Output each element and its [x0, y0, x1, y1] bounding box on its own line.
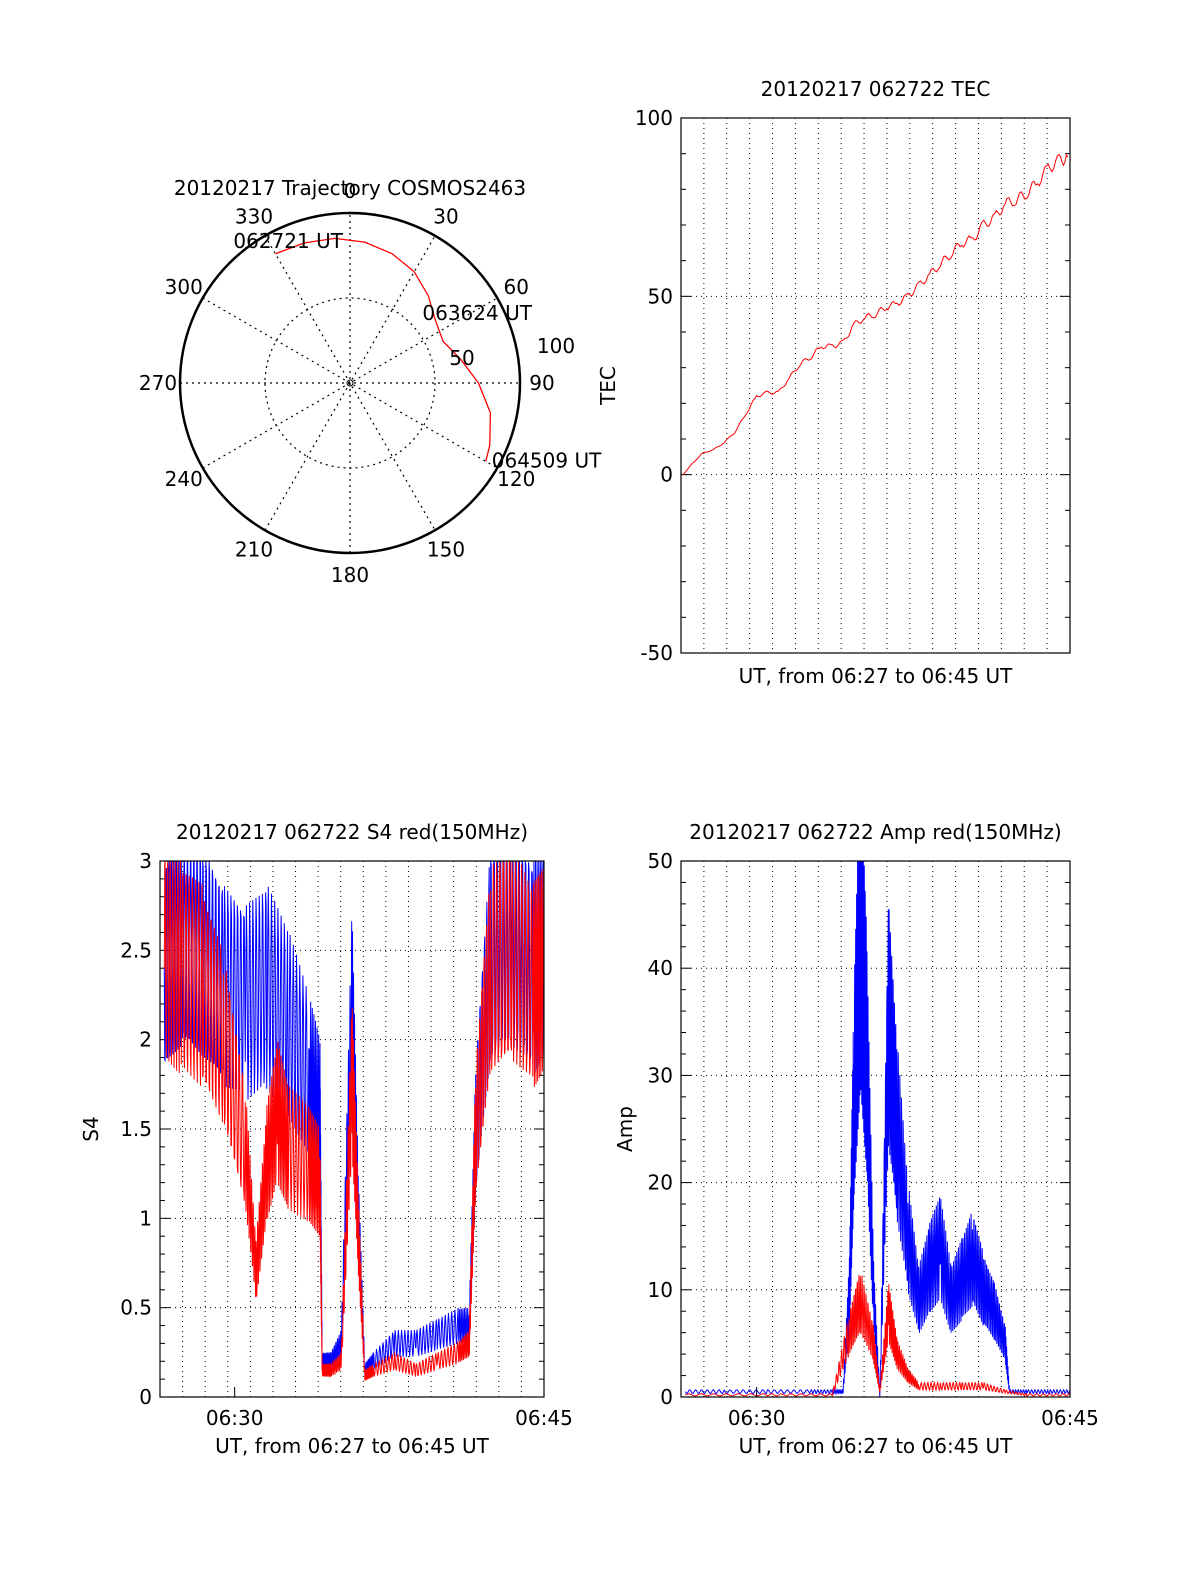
polar-angle-label: 330 [235, 205, 273, 229]
polar-angle-label: 120 [497, 467, 535, 491]
s4-xlabel: UT, from 06:27 to 06:45 UT [215, 1434, 490, 1458]
trajectory-title: 20120217 Trajectory COSMOS2463 [174, 176, 526, 200]
s4-ytick-label: 1 [139, 1206, 152, 1230]
amp-ytick-label: 20 [648, 1171, 673, 1195]
s4-xtick-label: 06:30 [206, 1406, 264, 1430]
tec-ytick-label: 0 [660, 463, 673, 487]
plot-frame [159, 860, 545, 1398]
s4-ytick-label: 2.5 [120, 938, 152, 962]
s4-ytick-label: 3 [139, 849, 152, 873]
trajectory-track [275, 237, 492, 462]
polar-spoke [264, 235, 436, 531]
polar-angle-label: 150 [427, 537, 465, 561]
tec-xlabel: UT, from 06:27 to 06:45 UT [739, 664, 1014, 688]
s4-xtick-label: 06:45 [515, 1406, 573, 1430]
amp-ytick-label: 40 [648, 956, 673, 980]
polar-radial-label: 100 [537, 334, 575, 358]
tec-ytick-label: 100 [635, 106, 673, 130]
s4-ytick-label: 1.5 [120, 1117, 152, 1141]
s4-chart [159, 860, 545, 1398]
polar-angle-label: 300 [165, 275, 203, 299]
s4-ytick-label: 0.5 [120, 1296, 152, 1320]
polar-angle-label: 180 [331, 563, 369, 587]
tec-chart [680, 117, 1071, 654]
amp-xtick-label: 06:45 [1041, 1406, 1099, 1430]
s4-ytick-label: 2 [139, 1028, 152, 1052]
amp-xlabel: UT, from 06:27 to 06:45 UT [739, 1434, 1014, 1458]
trajectory-annotation: 062721 UT [233, 229, 343, 253]
s4-ytick-label: 0 [139, 1385, 152, 1409]
polar-angle-label: 270 [139, 371, 177, 395]
plot-frame [680, 860, 1071, 1398]
trajectory-annotation: 064509 UT [492, 448, 602, 472]
s4-ylabel: S4 [79, 1116, 103, 1141]
polar-center [346, 379, 354, 387]
amp-ytick-label: 10 [648, 1278, 673, 1302]
tec-title: 20120217 062722 TEC [761, 77, 991, 101]
amp-ytick-label: 50 [648, 849, 673, 873]
amp-ytick-label: 30 [648, 1063, 673, 1087]
s4-title: 20120217 062722 S4 red(150MHz) [176, 820, 528, 844]
amp-series-0 [684, 860, 1071, 1398]
amp-ytick-label: 0 [660, 1385, 673, 1409]
plot-frame [680, 117, 1071, 654]
amp-ylabel: Amp [613, 1106, 637, 1152]
tec-ytick-label: -50 [640, 641, 673, 665]
polar-angle-label: 30 [433, 205, 458, 229]
tec-series-0 [682, 153, 1069, 476]
amp-xtick-label: 06:30 [728, 1406, 786, 1430]
trajectory-chart [178, 211, 522, 555]
tec-ytick-label: 50 [648, 284, 673, 308]
polar-angle-label: 90 [529, 371, 554, 395]
amp-series-1 [685, 1274, 1071, 1398]
polar-angle-label: 240 [165, 467, 203, 491]
amp-chart [680, 860, 1071, 1398]
polar-angle-label: 0 [344, 179, 357, 203]
s4-series-1 [163, 860, 545, 1381]
polar-angle-label: 60 [504, 275, 529, 299]
amp-title: 20120217 062722 Amp red(150MHz) [689, 820, 1061, 844]
polar-angle-label: 210 [235, 537, 273, 561]
trajectory-annotation: 063624 UT [422, 301, 532, 325]
tec-ylabel: TEC [596, 366, 620, 406]
polar-radial-label: 50 [449, 346, 474, 370]
